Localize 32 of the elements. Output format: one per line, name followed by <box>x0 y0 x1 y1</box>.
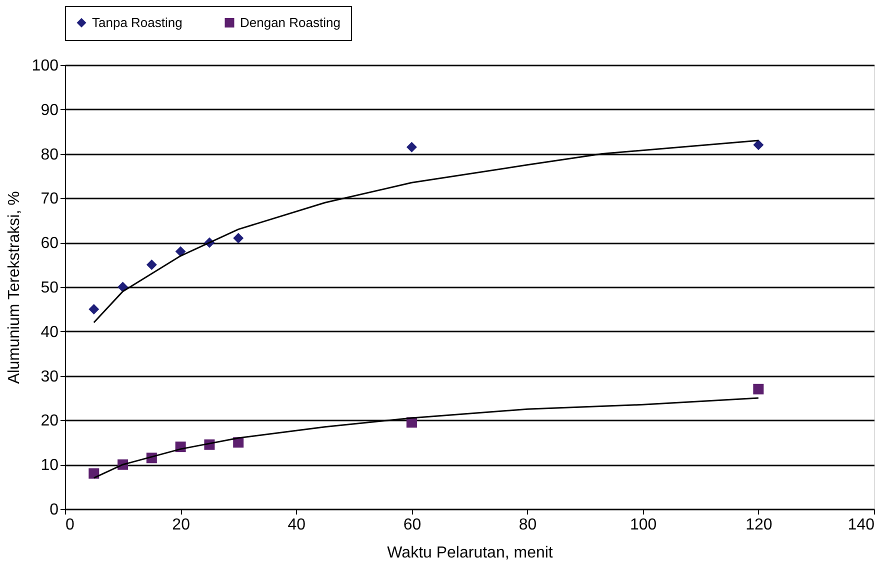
x-tick-label: 40 <box>288 516 306 534</box>
y-tick-label: 40 <box>40 324 59 341</box>
y-axis-title: Alumunium Terekstraksi, % <box>6 191 23 384</box>
point <box>118 282 128 292</box>
y-tick-label: 20 <box>40 412 59 430</box>
x-tick-label: 100 <box>630 516 657 534</box>
point <box>146 260 157 270</box>
x-tick-label: 20 <box>172 516 190 534</box>
point <box>753 384 764 394</box>
point <box>88 304 100 314</box>
y-tick-label: 100 <box>32 58 59 74</box>
x-tick-label: 0 <box>66 516 74 534</box>
x-tick-label: 80 <box>518 516 537 534</box>
x-axis-title: Waktu Pelarutan, menit <box>387 544 554 562</box>
point <box>406 142 417 152</box>
y-tick-label: 10 <box>40 457 59 474</box>
y-tick-label: 70 <box>40 190 59 208</box>
y-tick-label: 80 <box>40 146 59 164</box>
point <box>175 246 186 257</box>
y-tick-label: 0 <box>50 502 59 518</box>
legend-label: Tanpa Roasting <box>92 14 182 30</box>
x-tick-label: 60 <box>403 516 422 534</box>
legend-label: Dengan Roasting <box>240 14 340 30</box>
point <box>233 232 244 244</box>
y-tick-label: 50 <box>40 280 59 296</box>
y-tick-label: 30 <box>40 368 59 386</box>
y-tick-label: 90 <box>40 102 59 119</box>
point <box>88 468 100 479</box>
x-tick-label: 140 <box>848 516 875 534</box>
point <box>753 140 764 150</box>
x-tick-label: 120 <box>746 516 772 534</box>
y-tick-label: 60 <box>40 235 59 252</box>
